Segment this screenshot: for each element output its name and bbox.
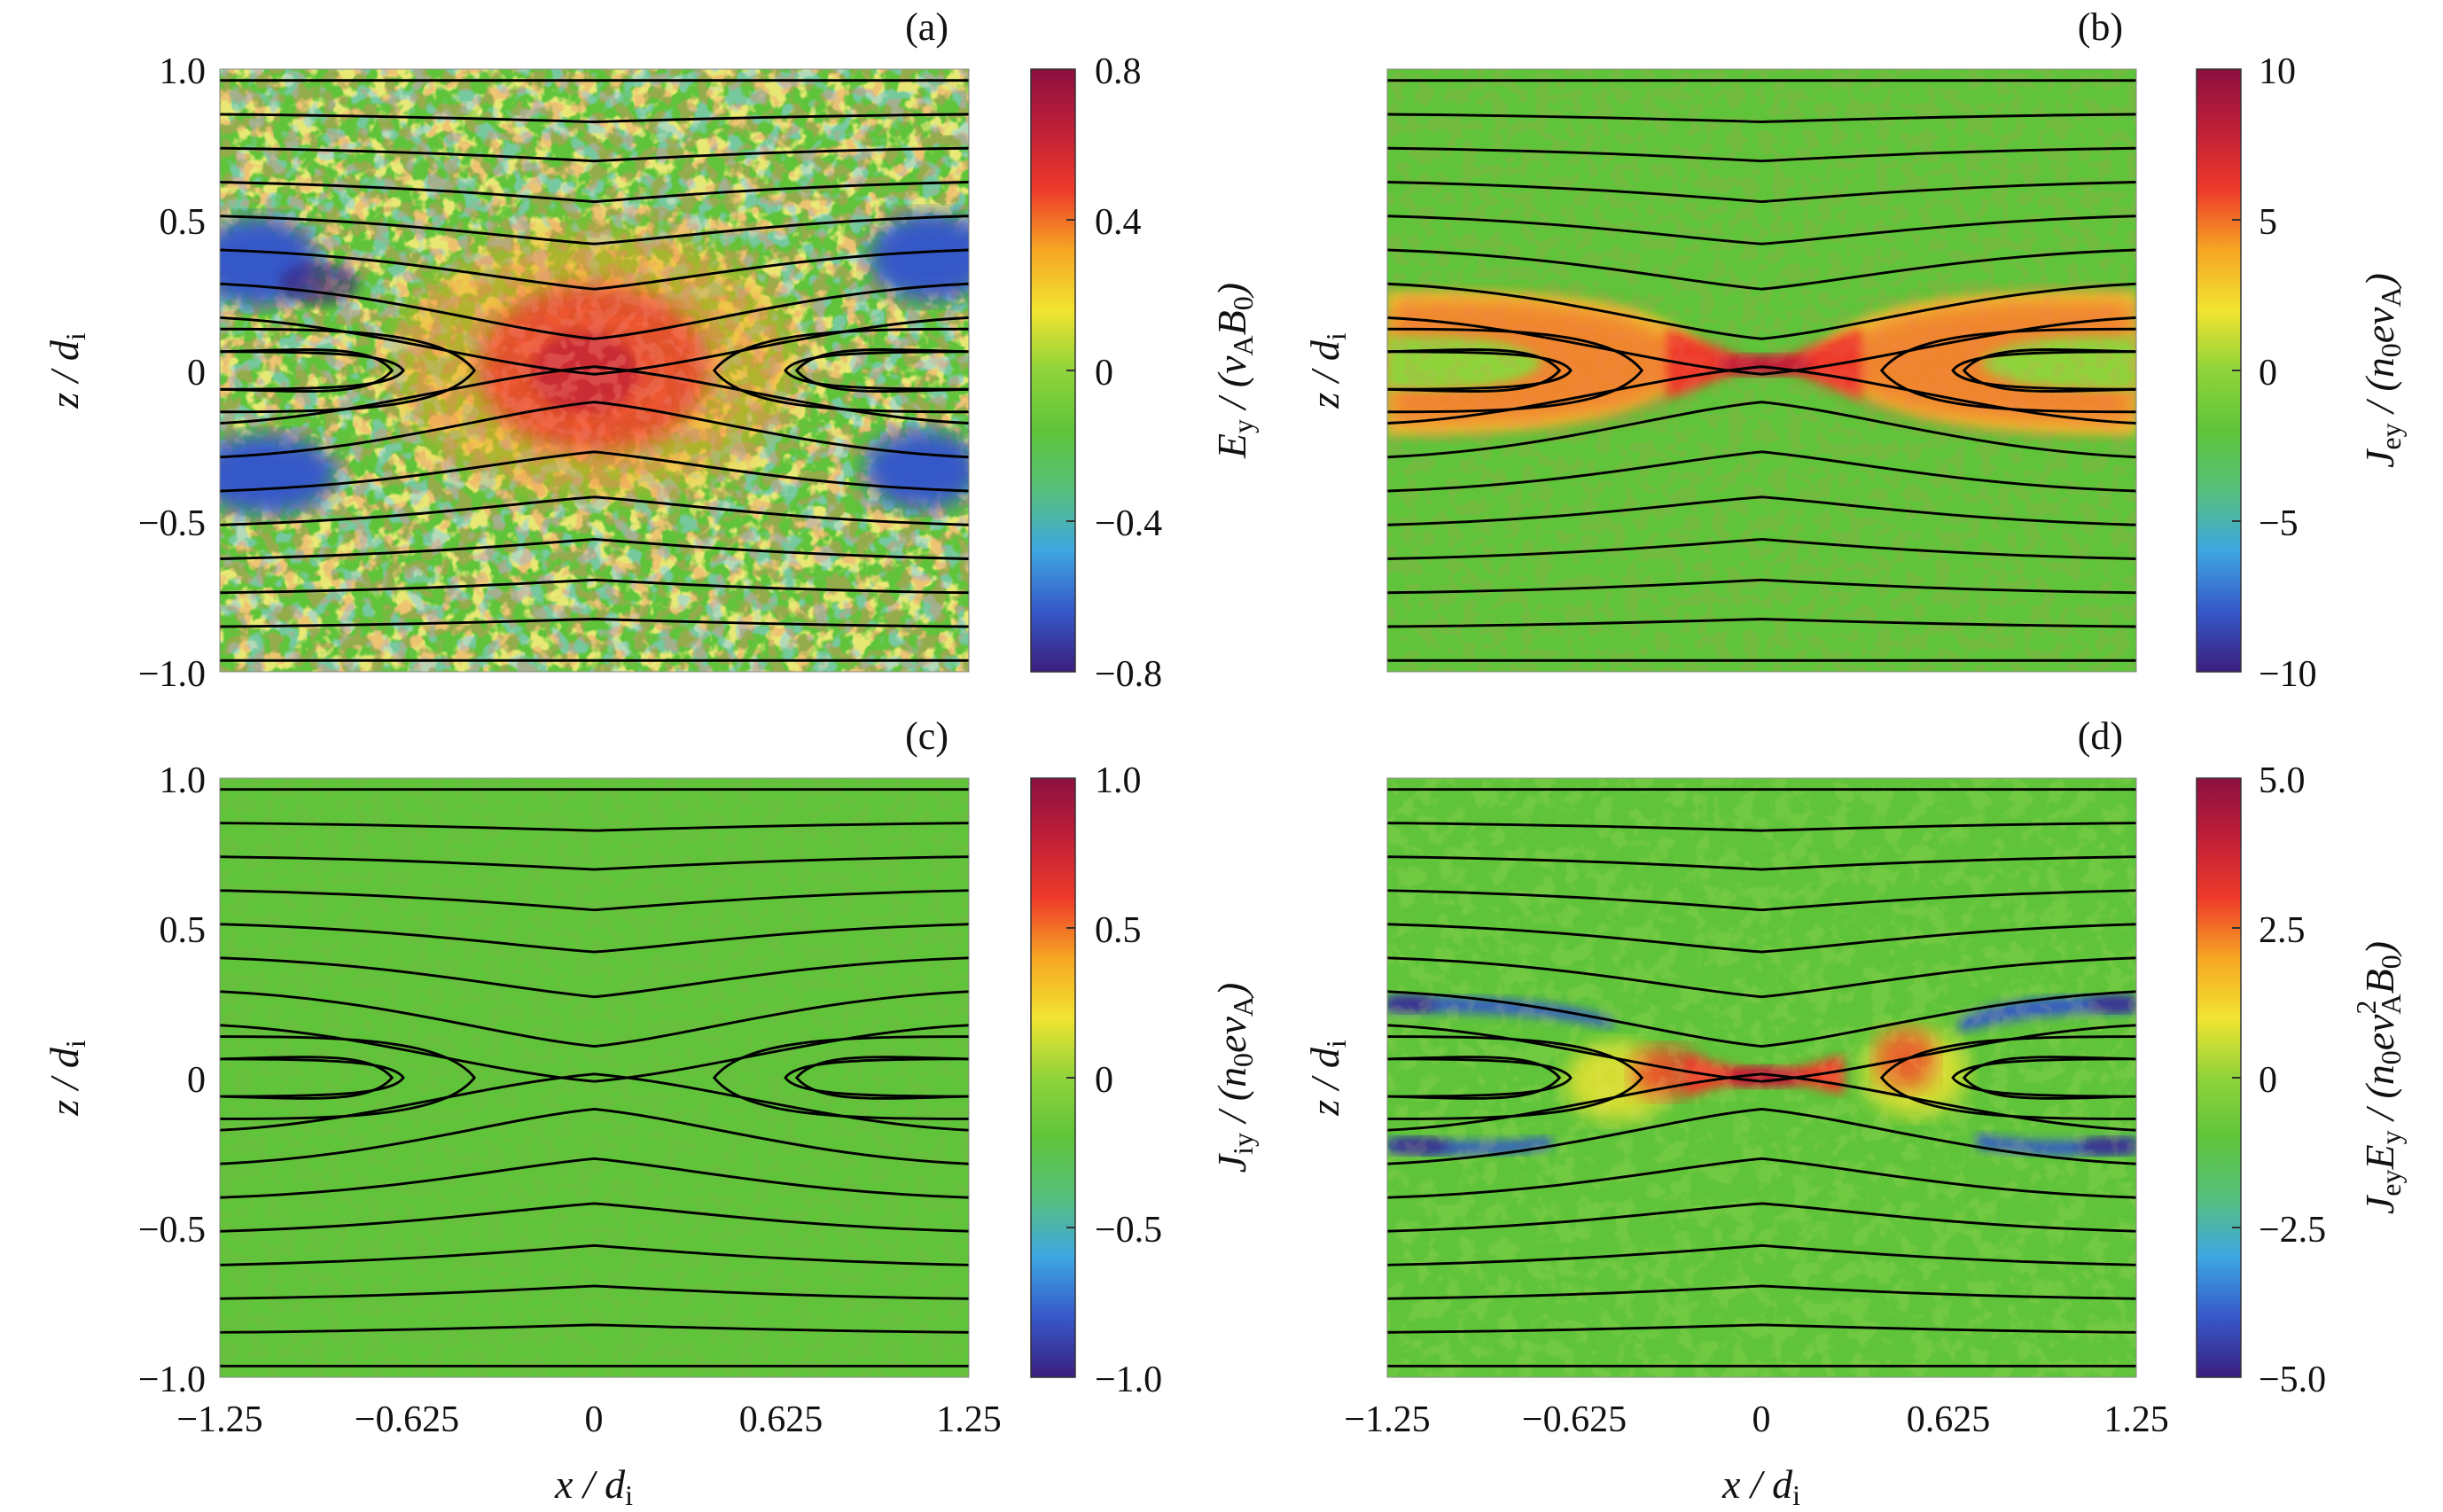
x-tick: −0.625 <box>1522 1399 1627 1440</box>
panel-d-xlabel: x / di <box>1721 1461 1800 1511</box>
panel-d-heatmap <box>1387 778 2136 1377</box>
cbar-tick: 2.5 <box>2259 910 2306 951</box>
cbar-tick: −0.8 <box>1095 654 1162 695</box>
cbar-tick: 0 <box>1095 1060 1113 1101</box>
panel-c-colorbar-ticks: 1.0 0.5 0 −0.5 −1.0 <box>1066 760 1162 1400</box>
cbar-tick: 0 <box>2259 353 2277 394</box>
x-tick: 0 <box>1752 1399 1771 1440</box>
x-tick: 0.625 <box>739 1399 823 1440</box>
cbar-tick: 0.8 <box>1095 51 1142 92</box>
panel-d-colorbar-label: JeyEy / (n0ev2AB0) <box>2350 941 2407 1214</box>
panel-d-colorbar-ticks: 5.0 2.5 0 −2.5 −5.0 <box>2232 760 2326 1400</box>
panel-d-label: (d) <box>2078 714 2123 758</box>
cbar-tick: 0.5 <box>1095 910 1142 951</box>
panel-a-label: (a) <box>905 5 948 49</box>
panel-b-colorbar-ticks: 10 5 0 −5 −10 <box>2232 51 2317 695</box>
panel-b-ylabel: z / di <box>1302 332 1352 409</box>
panel-a-y-ticks: 1.0 0.5 0 −0.5 −1.0 <box>138 51 206 695</box>
panel-c: (c) 1.0 0.5 0 −0.5 −1.0 −1.25 −0.625 0 0… <box>42 714 1259 1511</box>
cbar-tick: 10 <box>2259 51 2296 92</box>
cbar-tick: −0.4 <box>1095 503 1162 544</box>
y-tick: 1.0 <box>160 51 207 92</box>
cbar-tick: 5.0 <box>2259 760 2306 801</box>
x-tick: −1.25 <box>1344 1399 1430 1440</box>
panel-b-label: (b) <box>2078 5 2123 49</box>
x-tick: 1.25 <box>2103 1399 2169 1440</box>
cbar-tick: −5 <box>2259 503 2299 544</box>
panel-c-colorbar-label: Jiy / (n0evA) <box>1209 983 1259 1173</box>
y-tick: −0.5 <box>138 1210 206 1251</box>
panel-a: (a) 1.0 0.5 0 −0.5 −1.0 z / di 0.8 0.4 0… <box>42 5 1259 695</box>
x-tick: 0.625 <box>1907 1399 1991 1440</box>
panel-d-ylabel: z / di <box>1302 1040 1352 1117</box>
panel-c-x-ticks: −1.25 −0.625 0 0.625 1.25 <box>176 1399 1001 1440</box>
cbar-tick: −1.0 <box>1095 1360 1162 1400</box>
panel-c-y-ticks: 1.0 0.5 0 −0.5 −1.0 <box>138 760 206 1400</box>
panel-b-heatmap <box>1387 69 2136 672</box>
panel-b: (b) z / di 10 5 0 −5 −10 Jey / (n0evA) <box>1302 5 2407 695</box>
panel-a-ylabel: z / di <box>42 332 91 409</box>
x-tick: −1.25 <box>176 1399 262 1440</box>
panel-c-heatmap <box>220 778 969 1377</box>
y-tick: 1.0 <box>160 760 207 801</box>
y-tick: 0.5 <box>160 202 207 243</box>
panel-a-heatmap <box>220 69 969 672</box>
cbar-tick: 1.0 <box>1095 760 1142 801</box>
y-tick: −1.0 <box>138 654 206 695</box>
y-tick: 0 <box>187 1060 206 1101</box>
cbar-tick: −5.0 <box>2259 1360 2326 1400</box>
panel-d-x-ticks: −1.25 −0.625 0 0.625 1.25 <box>1344 1399 2168 1440</box>
cbar-tick: 0 <box>1095 353 1113 394</box>
y-tick: −0.5 <box>138 503 206 544</box>
x-tick: −0.625 <box>355 1399 459 1440</box>
y-tick: 0 <box>187 353 206 394</box>
panel-b-colorbar-label: Jey / (n0evA) <box>2357 273 2407 468</box>
cbar-tick: −10 <box>2259 654 2317 695</box>
panel-c-ylabel: z / di <box>42 1040 91 1117</box>
x-tick: 0 <box>585 1399 604 1440</box>
cbar-tick: −2.5 <box>2259 1210 2326 1251</box>
panel-c-label: (c) <box>905 714 948 758</box>
cbar-tick: −0.5 <box>1095 1210 1162 1251</box>
panel-a-colorbar-ticks: 0.8 0.4 0 −0.4 −0.8 <box>1066 51 1162 695</box>
y-tick: −1.0 <box>138 1360 206 1400</box>
panel-d: (d) −1.25 −0.625 0 0.625 1.25 x / di z /… <box>1302 714 2407 1511</box>
cbar-tick: 0 <box>2259 1060 2277 1101</box>
cbar-tick: 5 <box>2259 202 2277 243</box>
cbar-tick: 0.4 <box>1095 202 1142 243</box>
panel-c-xlabel: x / di <box>554 1461 633 1511</box>
panel-a-colorbar-label: Ey / (vAB0) <box>1209 283 1259 459</box>
x-tick: 1.25 <box>936 1399 1002 1440</box>
y-tick: 0.5 <box>160 910 207 951</box>
